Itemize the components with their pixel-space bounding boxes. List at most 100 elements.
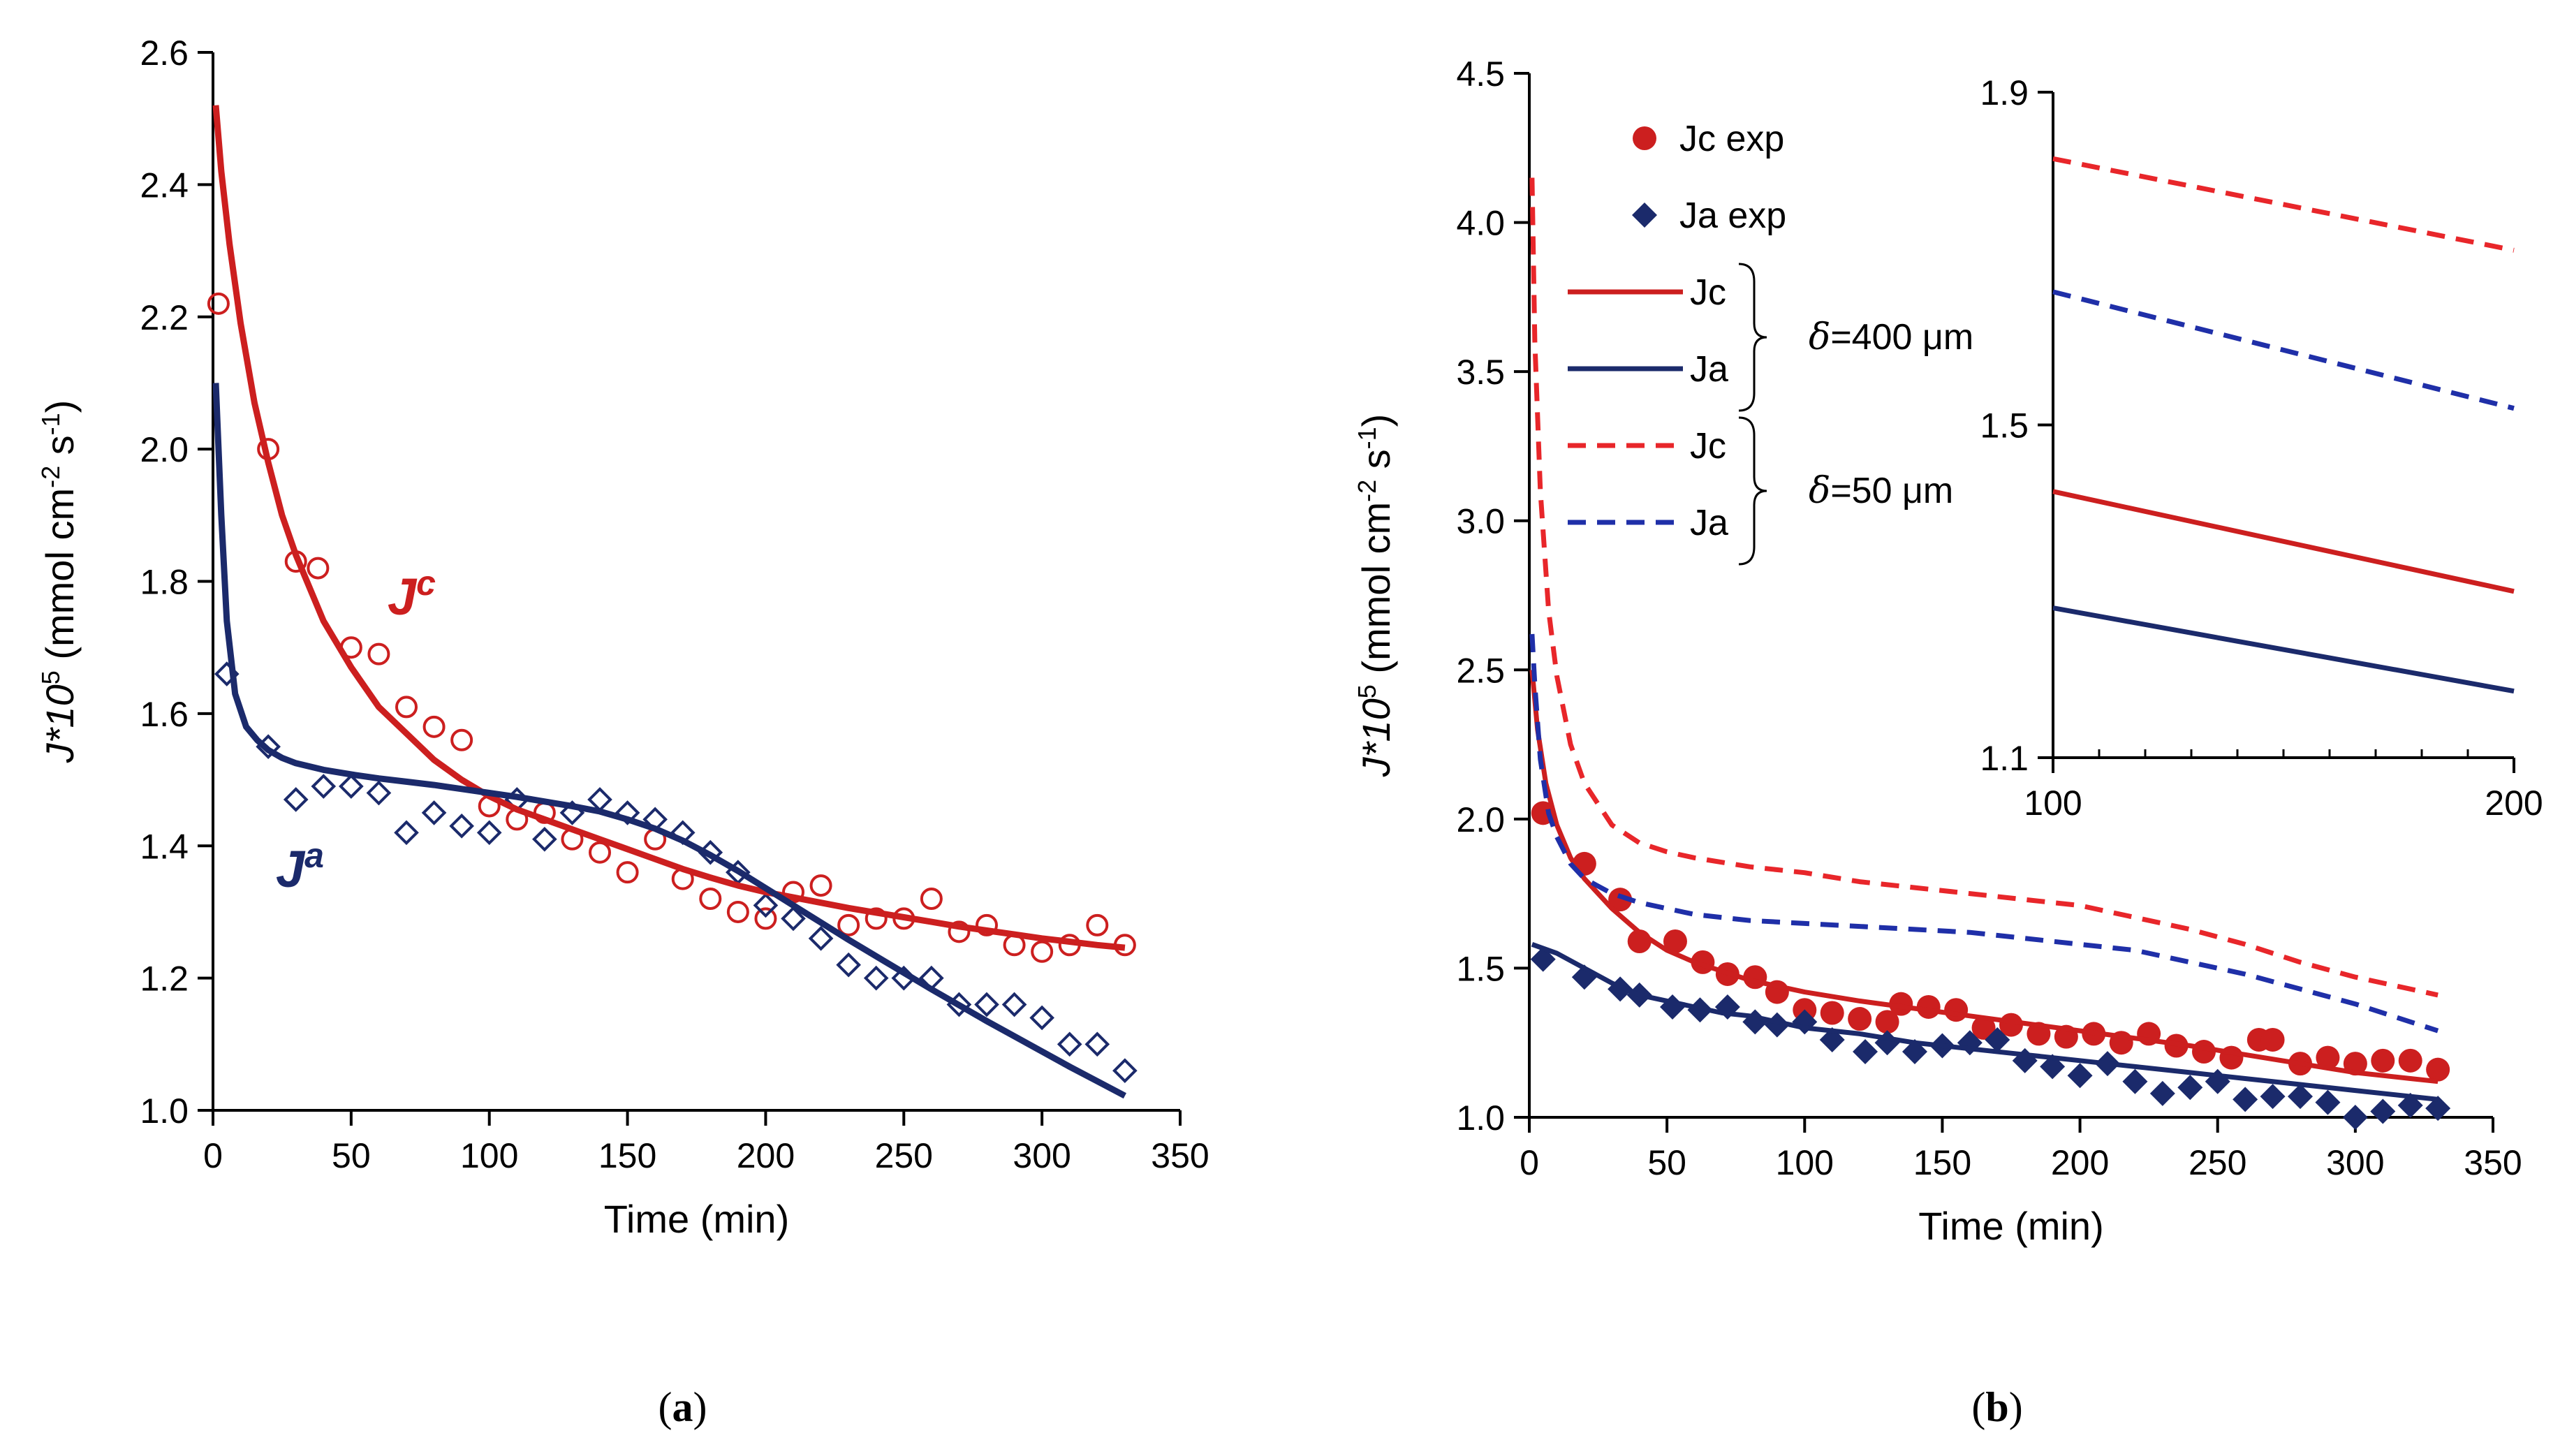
series-ja-400-m--line <box>1531 942 2439 1102</box>
series-jc-exp-point <box>2316 1045 2340 1070</box>
series-ja-exp-point <box>476 820 502 846</box>
annotation-main: J <box>276 840 306 898</box>
series-ja-exp-point <box>615 800 640 825</box>
series-jc-exp-point <box>726 900 749 923</box>
legend-label: Ja exp <box>1679 196 1786 236</box>
y-tick-label: 2.5 <box>1456 651 1505 690</box>
y-tick-label: 3.0 <box>1456 502 1505 541</box>
series-jc-exp-point <box>1086 913 1109 936</box>
series-jc-exp-point <box>1031 940 1054 963</box>
series-ja-exp-point <box>2233 1087 2258 1112</box>
y-label-sup: -2 <box>1353 480 1381 502</box>
y-tick-label: 2.4 <box>140 166 189 205</box>
legend-group-text: =50 μm <box>1830 471 1953 511</box>
series-jc-exp-point <box>1848 1007 1872 1031</box>
brace-400 <box>1738 263 1767 412</box>
y-label-unit: (mmol cm <box>38 488 82 670</box>
x-tick-label: 150 <box>598 1136 656 1175</box>
x-tick-label: 300 <box>2326 1143 2384 1182</box>
series-ja-exp-point <box>2067 1063 2093 1089</box>
y-label-unit: (mmol cm <box>1354 502 1398 684</box>
series-ja-exp-point <box>366 780 392 806</box>
series-ja-exp-point <box>449 814 474 839</box>
legend-label: Jc <box>1690 272 1726 313</box>
series-jc-exp-point <box>920 888 943 910</box>
series-ja-exp-point <box>283 787 309 812</box>
annotation-sup: c <box>416 564 436 603</box>
series-ja-exp-point <box>421 800 447 825</box>
series-ja-exp-point <box>2342 1105 2368 1130</box>
inset-ja-400-m--line <box>2052 605 2515 694</box>
delta-symbol: δ <box>1809 316 1830 358</box>
panel-b: 0 50 100 150 200 250 300 350 1.0 1.5 2.0 2.5 3.0 3.5 4… <box>1353 54 2543 1430</box>
series-jc-exp-point <box>1608 888 1633 912</box>
brace-50 <box>1738 416 1767 566</box>
x-tick-label: 100 <box>1776 1143 1834 1182</box>
series-jc-exp-point <box>307 557 330 580</box>
series-jc-exp-point <box>2398 1048 2422 1073</box>
series-ja-exp-point <box>1057 1031 1082 1057</box>
y-label-sup: -2 <box>36 466 65 488</box>
y-label-sup: -1 <box>36 413 65 435</box>
annotation-main: J <box>388 568 418 626</box>
y-tick-label: 3.5 <box>1456 353 1505 392</box>
y-label-end: ) <box>38 400 82 413</box>
panel-label-paren: ) <box>2009 1384 2023 1430</box>
inset-y-tick-label: 1.5 <box>1980 406 2029 446</box>
x-tick-label: 100 <box>460 1136 518 1175</box>
annotation-sup: a <box>304 836 324 875</box>
series-jc-exp-point <box>2371 1048 2395 1073</box>
x-tick-label: 350 <box>2464 1143 2522 1182</box>
series-ja-exp-point <box>2260 1084 2286 1110</box>
inset-jc-400-m--line <box>2052 489 2515 594</box>
y-label-sup: 5 <box>1353 684 1381 698</box>
series-ja-exp-point <box>2149 1080 2175 1106</box>
legend-group-400: δ=400 μm <box>1809 316 1973 358</box>
series-ja-exp-point <box>2425 1096 2451 1122</box>
inset-x-tick-label: 100 <box>2024 784 2082 823</box>
series-jc-exp-point <box>207 292 230 315</box>
series-ja-exp-point <box>753 892 779 918</box>
delta-symbol: δ <box>1809 470 1830 512</box>
series-ja-exp-point <box>1029 1005 1054 1031</box>
series-jc-exp-point <box>589 841 611 864</box>
series-ja-exp-point <box>808 925 834 951</box>
series-jc-exp-point <box>976 913 998 936</box>
series-ja-exp-point <box>2288 1084 2313 1110</box>
panel-a: 0 50 100 150 200 250 300 350 1.0 1.2 1.4 1.6 1.8 2.0 2… <box>36 34 1209 1430</box>
panel-label-letter: a <box>672 1384 693 1430</box>
panel-label-paren: ( <box>1971 1384 1985 1430</box>
inset: 1.1 1.5 1.9 100 200 <box>1980 73 2543 823</box>
legend-label: Ja <box>1690 349 1728 390</box>
y-label-unit: s <box>1354 449 1398 480</box>
series-jc-exp-point <box>837 913 860 936</box>
x-tick-label: 0 <box>1520 1143 1539 1182</box>
x-tick-label: 250 <box>875 1136 933 1175</box>
series-ja-exp-point <box>394 820 419 846</box>
series-jc-exp-point <box>1889 992 1913 1016</box>
series-ja-exp-point <box>863 965 889 991</box>
series-ja-exp-point <box>1874 1030 1900 1056</box>
y-tick-label: 4.5 <box>1456 54 1505 94</box>
series-jc-exp-point <box>948 920 971 943</box>
series-jc-exp-point <box>1875 1010 1899 1034</box>
legend-label: Jc exp <box>1679 119 1784 159</box>
panel-label-paren: ( <box>659 1384 672 1430</box>
panel-label-paren: ) <box>693 1384 707 1430</box>
annotation-jc: Jc <box>388 564 436 626</box>
x-tick-label: 200 <box>2051 1143 2109 1182</box>
x-axis-label: Time (min) <box>1918 1204 2103 1248</box>
inset-y-tick-label: 1.9 <box>1980 73 2029 112</box>
y-tick-label: 1.0 <box>1456 1098 1505 1138</box>
inset-ja-50-m--line <box>2052 289 2515 411</box>
y-axis-label: J*105 (mmol cm-2 s-1) <box>36 400 82 764</box>
series-ja-exp-point <box>1001 992 1027 1017</box>
series-jc-exp-point <box>395 696 418 719</box>
series-jc-400-m--line <box>1529 669 2439 1084</box>
series-jc-exp-point <box>2426 1057 2450 1082</box>
series-ja-exp-point <box>1853 1039 1878 1065</box>
x-tick-label: 350 <box>1151 1136 1209 1175</box>
y-axis-label: J*105 (mmol cm-2 s-1) <box>1353 414 1399 778</box>
